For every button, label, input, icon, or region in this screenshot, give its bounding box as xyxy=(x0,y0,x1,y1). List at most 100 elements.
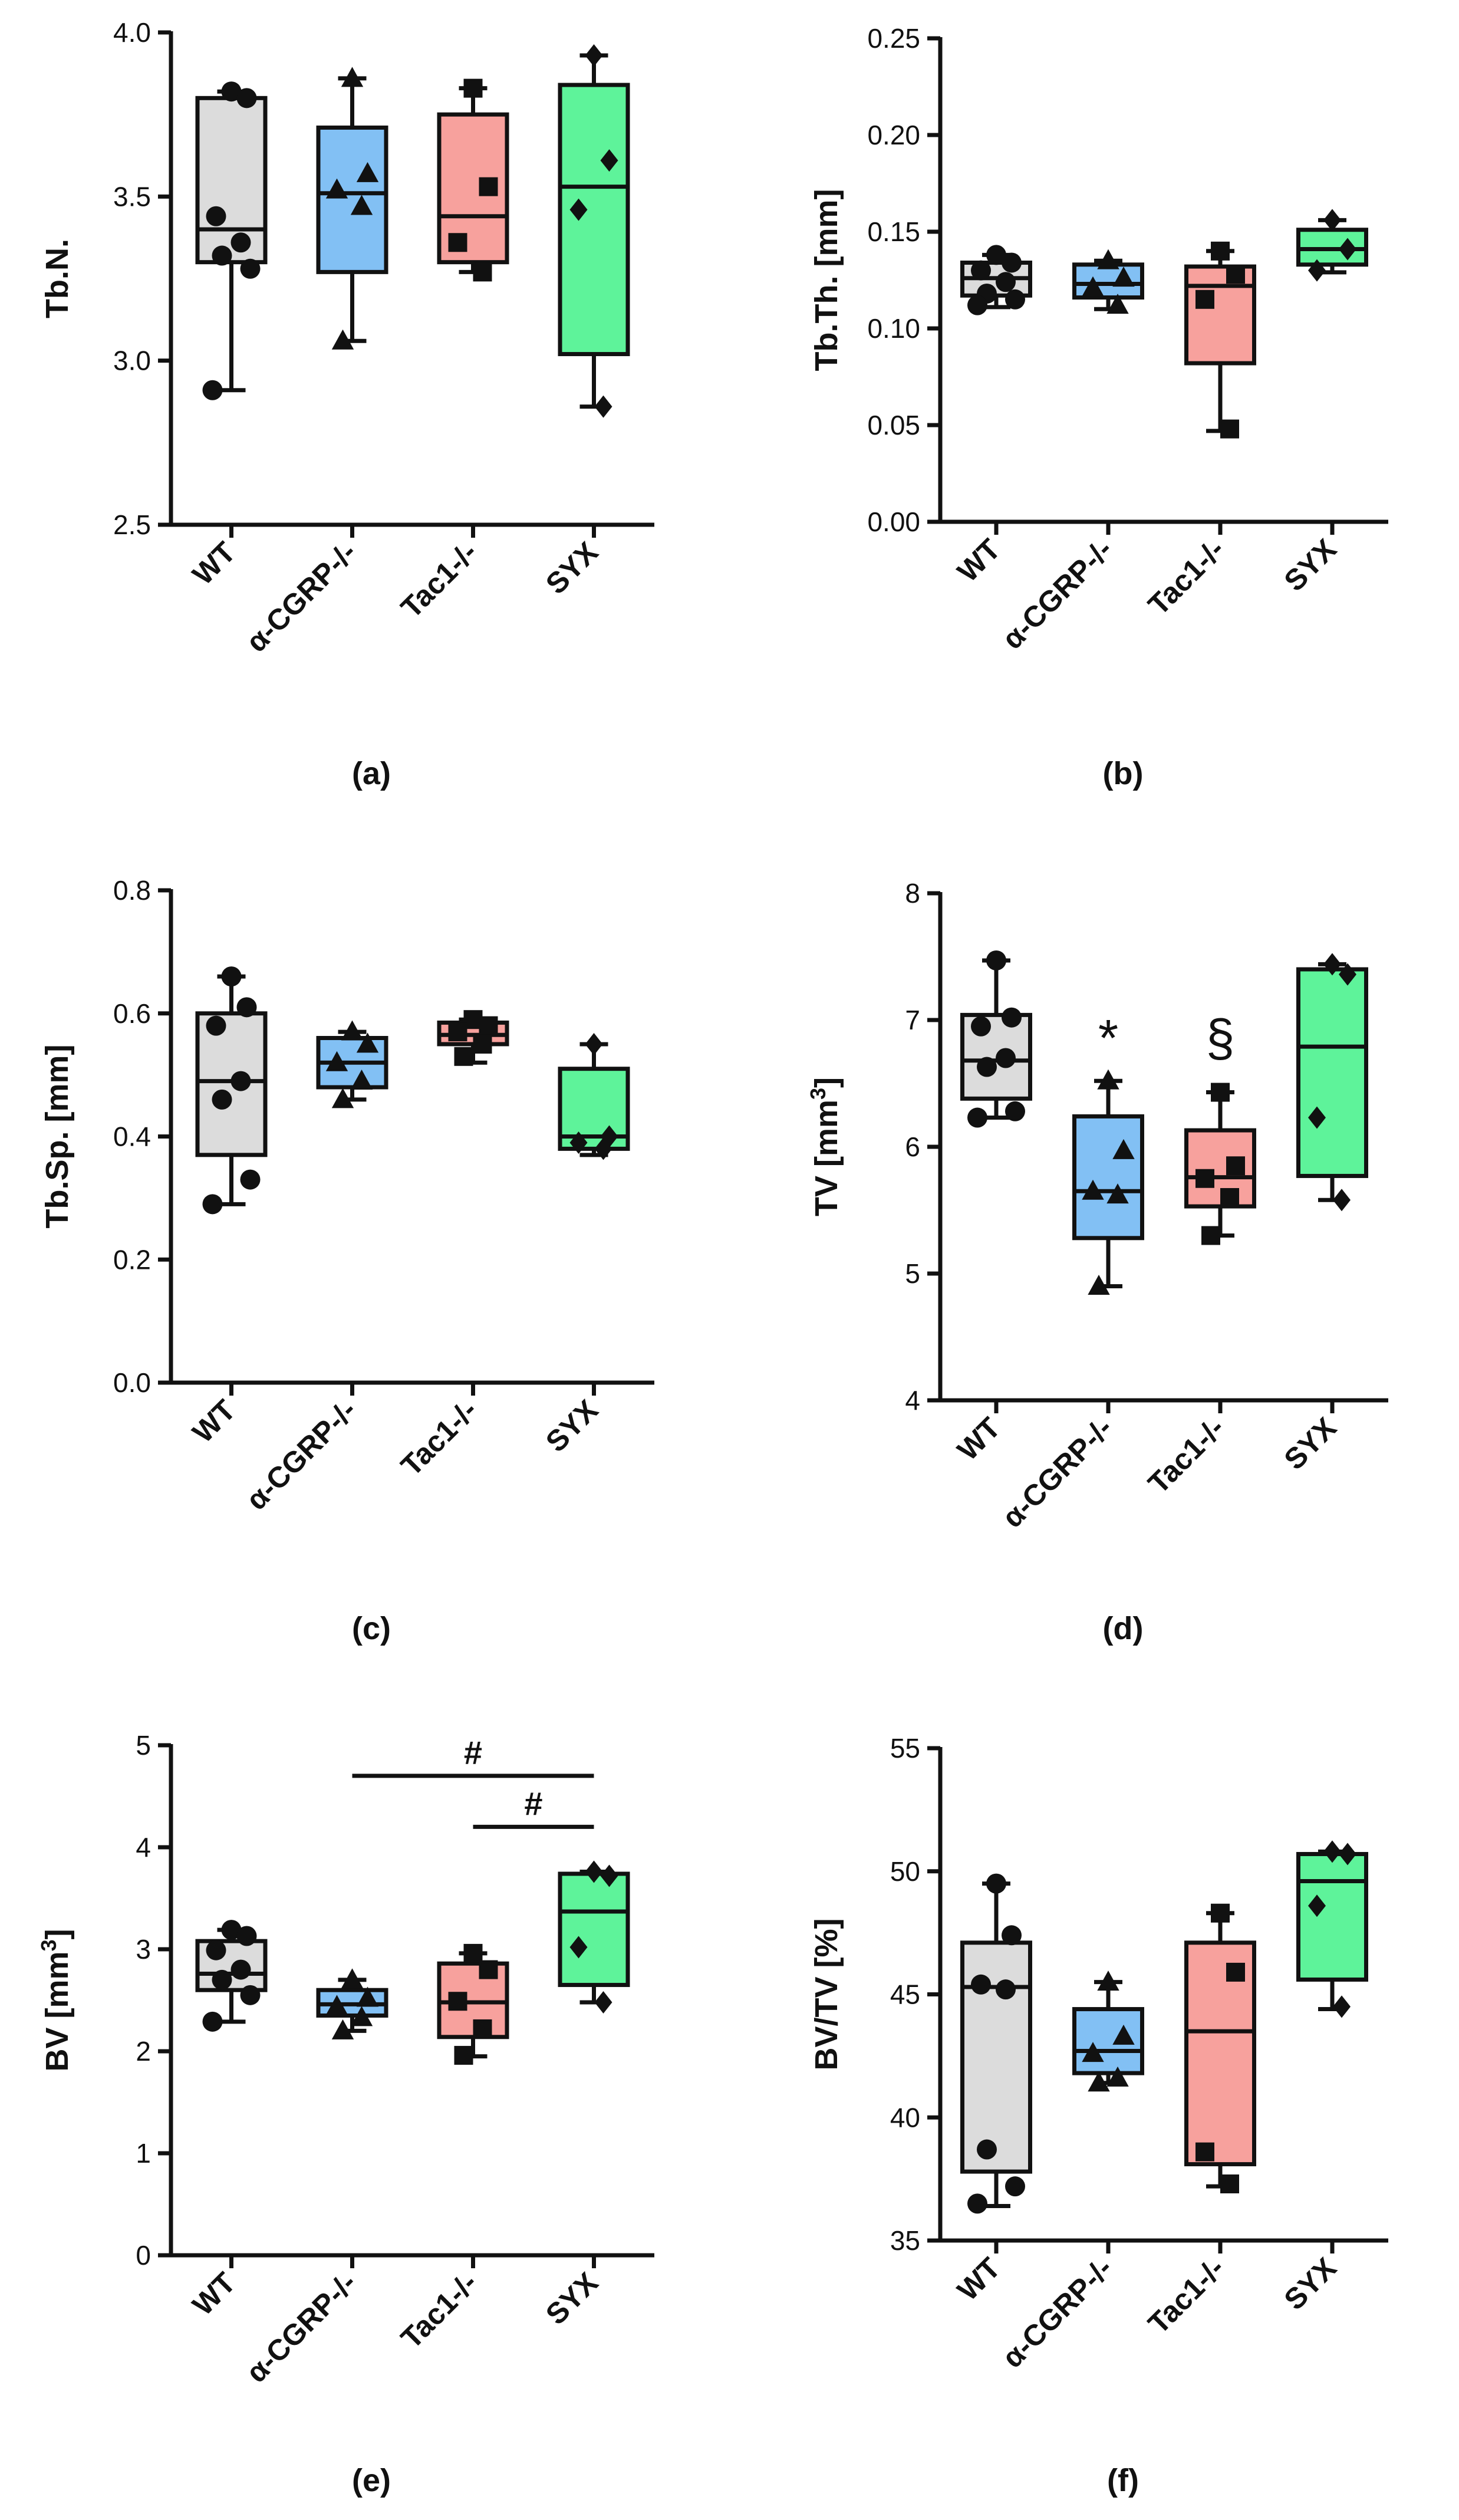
data-point xyxy=(236,88,257,108)
data-point xyxy=(341,67,364,87)
data-point xyxy=(212,245,232,266)
data-point xyxy=(356,1986,379,2007)
data-point xyxy=(971,1974,991,1995)
data-point xyxy=(569,1936,588,1959)
data-point xyxy=(463,1943,483,1963)
data-point xyxy=(1112,1139,1135,1159)
data-point xyxy=(206,206,226,226)
data-point xyxy=(1339,238,1356,261)
data-point xyxy=(600,149,618,172)
significance-marker: * xyxy=(1098,1008,1118,1067)
data-point xyxy=(479,1960,498,1979)
data-point xyxy=(585,1032,603,1055)
y-axis-title-tail: ] xyxy=(39,1929,75,1939)
data-point xyxy=(986,1873,1006,1894)
y-tick-label: 35 xyxy=(890,2225,920,2256)
significance-hash: # xyxy=(524,1785,542,1822)
y-tick-label: 45 xyxy=(890,1979,920,2010)
y-tick-label: 4.0 xyxy=(113,17,151,48)
panel-label: (a) xyxy=(352,756,391,791)
y-tick-label: 0.2 xyxy=(113,1244,151,1275)
data-point xyxy=(1195,1169,1214,1188)
data-point xyxy=(1323,209,1341,232)
data-point xyxy=(1082,2042,1104,2062)
data-point xyxy=(206,1940,226,1960)
data-point xyxy=(350,2006,373,2026)
data-point xyxy=(1112,2024,1135,2045)
significance-marker: § xyxy=(1206,1008,1235,1067)
data-point xyxy=(350,1070,373,1090)
box-body xyxy=(195,96,268,265)
data-point xyxy=(202,1194,223,1215)
y-axis-title: Tb.Sp. [mm] xyxy=(39,1045,75,1229)
data-point xyxy=(1323,1840,1341,1863)
data-point xyxy=(1002,252,1022,273)
data-point xyxy=(1323,953,1341,976)
y-tick-label: 0.25 xyxy=(867,23,920,54)
y-tick-label: 7 xyxy=(905,1005,920,1035)
data-point xyxy=(1082,276,1104,297)
y-tick-label: 4 xyxy=(136,1832,151,1863)
data-point xyxy=(1201,1226,1220,1245)
data-point xyxy=(971,1016,991,1037)
y-tick-label: 0.0 xyxy=(113,1367,151,1398)
data-point xyxy=(206,1015,226,1036)
data-point xyxy=(967,2193,987,2214)
data-point xyxy=(325,1051,348,1071)
data-point xyxy=(585,44,603,67)
data-point xyxy=(600,1864,618,1887)
data-point xyxy=(971,260,991,281)
data-point xyxy=(1220,419,1239,439)
y-axis-title-superscript: 3 xyxy=(37,1939,61,1951)
data-point xyxy=(331,329,354,350)
panel-label: (e) xyxy=(352,2463,391,2498)
data-point xyxy=(977,1057,997,1077)
data-point xyxy=(473,1034,492,1054)
data-point xyxy=(1226,1962,1245,1982)
data-point xyxy=(479,1016,498,1035)
y-axis-title: BV/TV [%] xyxy=(809,1918,844,2070)
data-point xyxy=(1211,1903,1230,1923)
data-point xyxy=(240,1985,261,2005)
data-point xyxy=(1211,1083,1230,1102)
data-point xyxy=(463,78,483,98)
y-tick-label: 0.6 xyxy=(113,998,151,1029)
y-tick-label: 8 xyxy=(905,878,920,909)
data-point xyxy=(230,1959,251,1980)
y-tick-label: 0.00 xyxy=(867,506,920,537)
data-point xyxy=(1226,265,1245,284)
data-point xyxy=(240,258,261,279)
data-point xyxy=(454,2045,473,2065)
data-point xyxy=(1005,2176,1025,2197)
data-point xyxy=(996,1048,1016,1068)
y-tick-label: 6 xyxy=(905,1131,920,1162)
data-point xyxy=(996,1979,1016,2000)
box-body xyxy=(316,125,388,274)
data-point xyxy=(1106,294,1129,314)
data-point xyxy=(1097,1069,1119,1090)
data-point xyxy=(1106,2066,1129,2087)
data-point xyxy=(448,1022,467,1042)
data-point xyxy=(594,1991,612,2014)
panel-label: (f) xyxy=(1107,2463,1139,2498)
y-axis-title-tail: ] xyxy=(809,1077,844,1088)
y-tick-label: 50 xyxy=(890,1856,920,1887)
data-point xyxy=(212,1089,232,1110)
y-tick-label: 2 xyxy=(136,2036,151,2067)
y-tick-label: 0 xyxy=(136,2240,151,2271)
data-point xyxy=(1082,1179,1104,1200)
data-point xyxy=(448,233,467,252)
data-point xyxy=(230,232,251,253)
y-tick-label: 0.8 xyxy=(113,875,151,906)
data-point xyxy=(1005,1101,1025,1121)
data-point xyxy=(454,1047,473,1066)
data-point xyxy=(1308,1894,1326,1917)
box-body xyxy=(960,1940,1032,2174)
data-point xyxy=(1220,1188,1239,1207)
data-point xyxy=(325,178,348,199)
data-point xyxy=(1195,289,1214,309)
data-point xyxy=(996,272,1016,292)
y-tick-label: 3.5 xyxy=(113,181,151,212)
data-point xyxy=(1195,2142,1214,2162)
box-body xyxy=(558,1871,630,1988)
